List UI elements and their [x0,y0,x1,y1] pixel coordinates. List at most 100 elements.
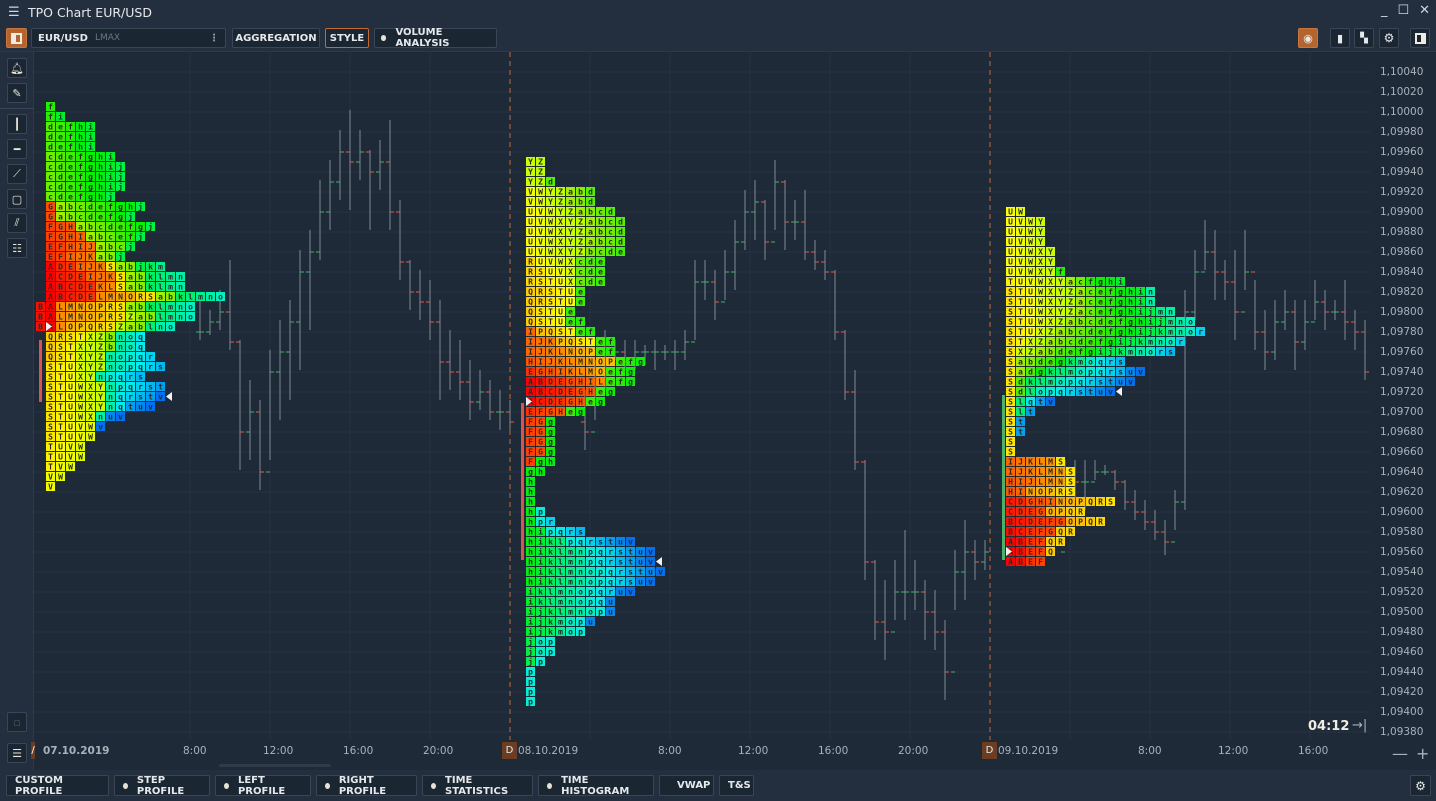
tpo-cell [1106,307,1115,316]
tpo-cell [546,607,555,616]
indicator-icon[interactable]: ◉ [1298,28,1318,48]
tpo-cell [76,232,85,241]
tab-vwap[interactable]: VWAP [659,775,714,796]
tpo-cell [1026,477,1035,486]
tpo-cell [1006,477,1015,486]
pencil-icon[interactable]: ✎ [7,83,27,103]
tpo-cell [566,577,575,586]
tpo-cell [526,557,535,566]
rectangle-icon[interactable]: ▢ [7,189,27,209]
tab-time-histogram[interactable]: TIME HISTOGRAM [538,775,654,797]
sidebar-toggle-button[interactable] [6,28,27,48]
price-bar [246,380,254,460]
horizontal-scrollbar[interactable] [219,764,331,767]
tpo-cell [526,217,535,226]
trend-line-icon[interactable]: ⟋ [7,164,27,184]
maximize-icon[interactable]: ☐ [1397,3,1410,18]
price-axis[interactable]: 1,10040 1,10020 1,10000 1,09980 1,09960 1,099… [1370,52,1436,770]
gear-icon[interactable]: ⚙ [1379,28,1399,48]
tpo-cell [1086,367,1095,376]
tpo-row: VWYZabd [526,187,595,197]
aggregation-button[interactable]: AGGREGATION [232,28,320,48]
tpo-cell [546,347,555,356]
tpo-cell [1026,227,1035,236]
tpo-cell [136,332,145,341]
tpo-cell [526,207,535,216]
tpo-cell [536,467,545,476]
tpo-cell [86,172,95,181]
settings-gear-icon[interactable]: ⚙ [1410,775,1431,796]
tpo-cell [46,302,55,311]
tpo-chart[interactable]: f fi defhi defhi defhi cdefghi cdefghij … [34,52,1370,740]
tpo-cell [596,357,605,366]
tpo-cell [536,417,545,426]
vertical-line-icon[interactable]: ┃ [7,114,27,134]
tab-t-s[interactable]: T&S [719,775,754,796]
tpo-cell [1016,477,1025,486]
tpo-cell [566,377,575,386]
tpo-cell [126,232,135,241]
volume-analysis-button[interactable]: VOLUME ANALYSIS [374,27,497,49]
tpo-cell [626,577,635,586]
parallel-lines-icon[interactable]: ⫽ [7,213,27,233]
tpo-cell [616,227,625,236]
tpo-cell [526,537,535,546]
tab-right-profile[interactable]: RIGHT PROFILE [316,775,417,797]
zoom-in-button[interactable]: + [1416,744,1430,763]
tpo-cell [576,297,585,306]
tpo-cell [1016,557,1025,566]
tpo-row: STXZabcdefgijkmnor [1006,337,1185,347]
chart-canvas[interactable]: f fi defhi defhi defhi cdefghi cdefghij … [34,52,1370,740]
tpo-cell [76,312,85,321]
style-button[interactable]: STYLE [325,28,369,48]
tpo-cell [1016,247,1025,256]
panel-right-icon[interactable] [1410,28,1430,48]
minimize-icon[interactable]: _ [1380,3,1388,18]
tpo-cell [136,352,145,361]
tpo-row: FGg [526,447,555,457]
fibonacci-icon[interactable]: ☷ [7,238,27,258]
time-axis[interactable]: /07.10.2019 8:00 12:00 16:00 20:00 D 08.10.201… [31,740,1370,770]
tpo-row-letters: Slt [1008,408,1033,417]
tpo-cell [1036,557,1045,566]
zoom-out-button[interactable]: — [1392,744,1408,763]
tpo-cell [546,267,555,276]
tpo-cell [116,212,125,221]
symbol-selector[interactable]: EUR/USD LMAX ⋮ [31,28,226,48]
tpo-row-letters: cdefghij [38,182,123,192]
tpo-cell [1106,387,1115,396]
list-icon[interactable]: ☰ [7,743,27,763]
price-bar [1301,300,1309,350]
price-bar [651,340,659,370]
tab-time-statistics[interactable]: TIME STATISTICS [422,775,533,797]
more-vertical-icon[interactable]: ⋮ [209,32,219,44]
price-bar [436,300,444,400]
mouse-icon[interactable]: ▮ [1330,28,1350,48]
tpo-cell [1046,487,1055,496]
tpo-row: FGHIabcefj [38,232,145,242]
tpo-cell [576,247,585,256]
tab-step-profile[interactable]: STEP PROFILE [114,775,210,797]
template-icon[interactable]: ▚ [1354,28,1374,48]
tpo-cell [576,597,585,606]
tpo-cell [1056,487,1065,496]
tpo-row: UVWY [1006,217,1045,227]
close-icon[interactable]: ✕ [1419,3,1430,18]
tpo-cell [106,412,115,421]
tpo-cell [146,292,155,301]
tpo-cell [46,252,55,261]
tpo-cell [46,112,55,121]
price-label: 1,09700 [1380,406,1424,418]
tpo-cell [1006,467,1015,476]
tpo-cell [536,567,545,576]
bell-icon[interactable]: 🔔︎ [7,58,27,78]
tpo-cell [536,577,545,586]
tab-left-profile[interactable]: LEFT PROFILE [215,775,311,797]
tpo-row-letters: YZ [528,158,543,167]
horizontal-line-icon[interactable]: ━ [7,139,27,159]
hamburger-icon[interactable]: ☰ [8,5,20,20]
tpo-cell [596,207,605,216]
scroll-to-end-icon[interactable]: →| [1352,718,1368,733]
tab-custom-profile[interactable]: CUSTOM PROFILE [6,775,109,797]
price-bar [276,320,284,420]
